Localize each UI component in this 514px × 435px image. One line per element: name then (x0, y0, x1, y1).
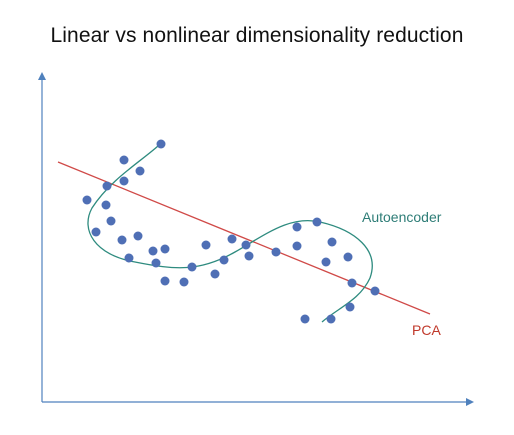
autoencoder-curve (87, 145, 373, 323)
data-point (156, 139, 166, 149)
data-points (82, 139, 380, 324)
data-point (151, 258, 161, 268)
data-point (345, 302, 355, 312)
data-point (91, 227, 101, 237)
data-point (292, 241, 302, 251)
pca-line (57, 161, 431, 315)
data-point (117, 235, 127, 245)
data-point (370, 286, 380, 296)
data-point (227, 234, 237, 244)
data-point (148, 246, 158, 256)
data-point (292, 222, 302, 232)
data-point (210, 269, 220, 279)
data-point (119, 155, 129, 165)
data-point (179, 277, 189, 287)
data-point (124, 253, 134, 263)
data-point (82, 195, 92, 205)
data-point (326, 314, 336, 324)
data-point (321, 257, 331, 267)
data-point (101, 200, 111, 210)
data-point (102, 181, 112, 191)
autoencoder-label: Autoencoder (362, 209, 442, 225)
data-point (241, 240, 251, 250)
data-point (106, 216, 116, 226)
data-point (119, 176, 129, 186)
data-point (327, 237, 337, 247)
data-point (300, 314, 310, 324)
data-point (312, 217, 322, 227)
data-point (219, 255, 229, 265)
data-point (201, 240, 211, 250)
data-point (343, 252, 353, 262)
data-point (133, 231, 143, 241)
data-point (244, 251, 254, 261)
data-point (271, 247, 281, 257)
data-point (187, 262, 197, 272)
data-point (160, 276, 170, 286)
pca-label: PCA (412, 322, 441, 338)
data-point (160, 244, 170, 254)
data-point (347, 278, 357, 288)
data-point (135, 166, 145, 176)
page-title: Linear vs nonlinear dimensionality reduc… (50, 24, 464, 47)
